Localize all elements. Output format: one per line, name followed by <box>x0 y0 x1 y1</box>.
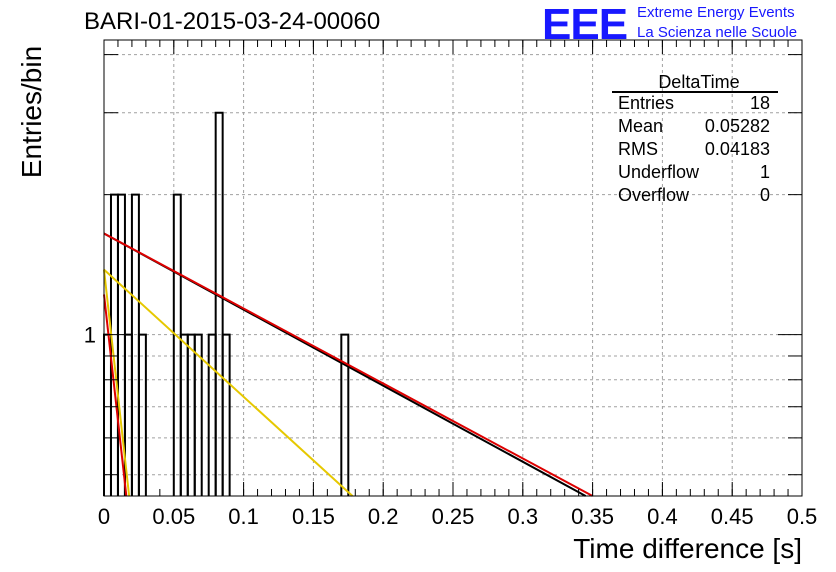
stats-label: Entries <box>618 93 674 113</box>
x-tick-label: 0.5 <box>787 504 818 529</box>
histogram-bin <box>340 333 350 496</box>
x-tick-label: 0.15 <box>292 504 335 529</box>
y-tick-label: 1 <box>84 323 96 348</box>
stats-title: DeltaTime <box>658 72 739 92</box>
stats-label: Mean <box>618 116 663 136</box>
histogram-bin <box>207 333 217 496</box>
histogram-bin <box>214 111 224 496</box>
histogram-bin <box>137 333 147 496</box>
histogram-bin <box>186 333 196 496</box>
stats-label: Overflow <box>618 185 690 205</box>
histogram-bin <box>130 193 140 496</box>
histogram-bins <box>103 111 350 496</box>
fit-lines <box>103 232 594 497</box>
x-tick-label: 0.35 <box>571 504 614 529</box>
logo-line-2: La Scienza nelle Scuole <box>637 24 798 41</box>
histogram-bin <box>103 333 112 496</box>
histogram-bin <box>172 193 182 496</box>
grid-lines <box>104 40 802 496</box>
x-tick-label: 0.05 <box>152 504 195 529</box>
histogram-bin <box>179 333 189 496</box>
x-tick-label: 0.3 <box>508 504 539 529</box>
fit-line <box>103 294 128 497</box>
histogram-bin <box>193 333 203 496</box>
x-tick-label: 0.4 <box>647 504 678 529</box>
fit-line <box>103 232 594 497</box>
fit-line <box>103 268 354 497</box>
x-tick-label: 0.25 <box>432 504 475 529</box>
eee-logo: EEE <box>542 0 628 49</box>
stats-value: 1 <box>760 162 770 182</box>
stats-label: RMS <box>618 139 658 159</box>
x-tick-label: 0.2 <box>368 504 399 529</box>
fit-line <box>103 269 131 497</box>
stats-value: 0.05282 <box>705 116 770 136</box>
stats-value: 0 <box>760 185 770 205</box>
x-tick-label: 0 <box>98 504 110 529</box>
x-axis-label: Time difference [s] <box>573 533 802 564</box>
logo-line-1: Extreme Energy Events <box>637 4 795 21</box>
y-axis-label: Entries/bin <box>16 45 47 179</box>
stats-value: 0.04183 <box>705 139 770 159</box>
histogram-bin <box>221 333 231 496</box>
stats-label: Underflow <box>618 162 700 182</box>
x-tick-label: 0.45 <box>711 504 754 529</box>
logo-caption: Extreme Energy Events La Scienza nelle S… <box>637 3 797 43</box>
axis-ticks: 0 0.05 0.1 0.15 0.2 0.25 0.3 0.35 0.4 0.45 0.5 1 <box>84 40 818 529</box>
x-tick-label: 0.1 <box>228 504 259 529</box>
stats-value: 18 <box>750 93 770 113</box>
run-title: BARI-01-2015-03-24-00060 <box>84 8 381 35</box>
